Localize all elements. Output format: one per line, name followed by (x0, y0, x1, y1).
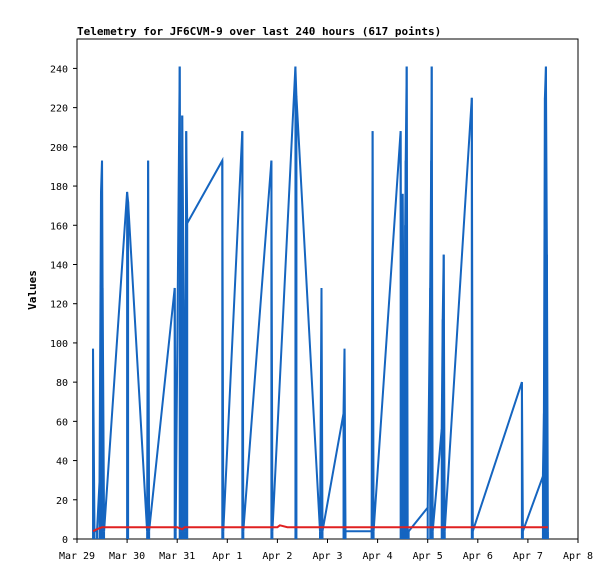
y-tick-label: 120 (50, 300, 68, 311)
x-tick-label: Apr 8 (563, 551, 593, 562)
chart-title: Telemetry for JF6CVM-9 over last 240 hou… (77, 25, 441, 38)
y-tick-label: 100 (50, 339, 68, 350)
series-line-blue (92, 66, 549, 533)
x-axis: Mar 29 Mar 30 Mar 31 Apr 1 Apr 2 Apr 3 Apr 4 Ap… (59, 539, 593, 562)
y-tick-label: 180 (50, 182, 68, 193)
y-tick-label: 160 (50, 221, 68, 232)
y-tick-label: 0 (62, 535, 68, 546)
y-tick-label: 240 (50, 64, 68, 75)
y-axis: 0 20 40 60 80 100 120 140 160 180 200 220 240 (50, 64, 77, 546)
plot-area-border (76, 38, 579, 540)
y-tick-label: 40 (56, 457, 68, 468)
series-layer (92, 66, 549, 539)
x-tick-label: Mar 31 (159, 551, 195, 562)
y-tick-label: 80 (56, 378, 68, 389)
x-tick-label: Apr 6 (463, 551, 493, 562)
x-tick-label: Apr 1 (212, 551, 242, 562)
y-axis-label: Values (26, 270, 39, 310)
x-tick-label: Apr 5 (413, 551, 443, 562)
y-tick-label: 200 (50, 143, 68, 154)
x-tick-label: Apr 7 (513, 551, 543, 562)
x-tick-label: Apr 3 (312, 551, 342, 562)
x-tick-label: Mar 29 (59, 551, 95, 562)
x-tick-label: Mar 30 (109, 551, 145, 562)
x-tick-label: Apr 4 (363, 551, 393, 562)
y-tick-label: 60 (56, 417, 68, 428)
y-tick-label: 220 (50, 104, 68, 115)
y-tick-label: 20 (56, 496, 68, 507)
x-tick-label: Apr 2 (262, 551, 292, 562)
series-line-red (92, 524, 548, 533)
y-tick-label: 140 (50, 260, 68, 271)
